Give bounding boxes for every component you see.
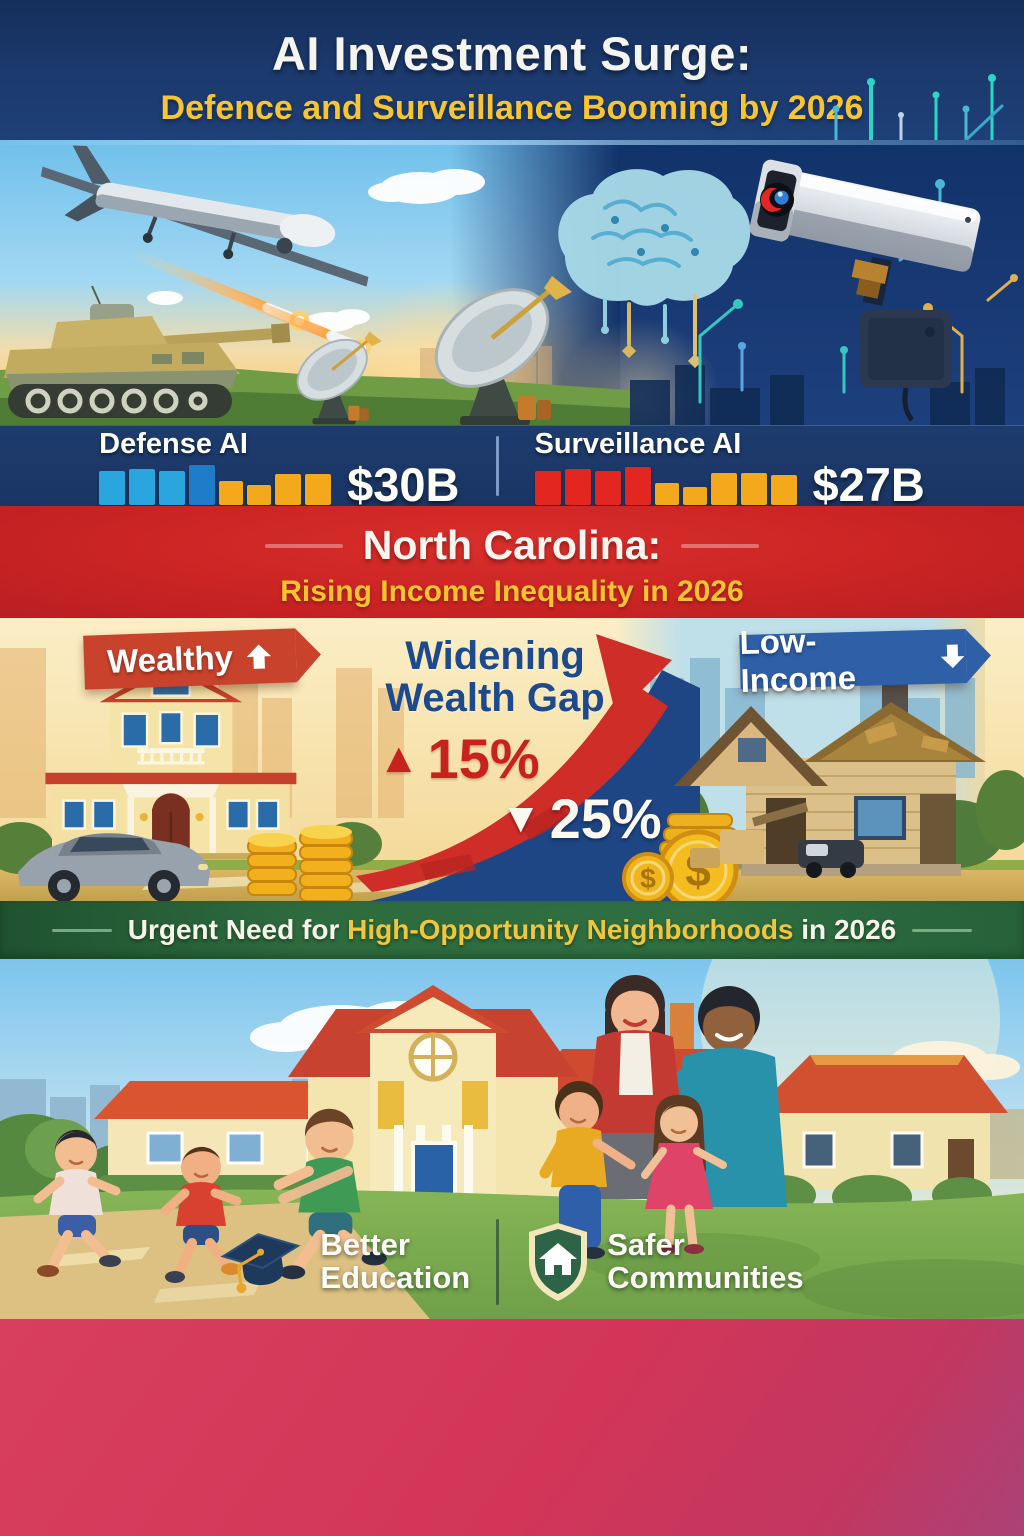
circuit-lines-icon: [832, 74, 1004, 140]
north-carolina-section: North Carolina: Rising Income Inequality…: [0, 506, 1024, 618]
surveillance-ai-label: Surveillance AI: [534, 427, 742, 460]
coins-icon: [247, 825, 353, 901]
family-illustration: [539, 975, 787, 1259]
shield-icon: [529, 1223, 588, 1301]
down-triangle-icon: ▼: [500, 794, 542, 841]
wealth-gap-title: Widening Wealth Gap: [385, 634, 605, 720]
wealthy-sign: Wealthy: [83, 628, 297, 690]
surveillance-ai-stat: Surveillance AI $27B: [534, 427, 925, 506]
children-illustration: [33, 1108, 387, 1283]
education-line2: Education: [320, 1260, 471, 1295]
banner-rule-left: [51, 928, 112, 932]
wealth-gap-section: $ $ Wealthy Low-Income: [0, 618, 1024, 901]
boxes: [690, 830, 764, 868]
graduation-cap-icon: [220, 1233, 301, 1294]
education-badge-text: Better Education: [320, 1229, 470, 1294]
defense-ai-value: $30B: [347, 457, 460, 506]
communities-badge: Safer Communities: [525, 1221, 804, 1303]
tank-icon: [4, 285, 291, 418]
title-rule-left: [264, 543, 343, 548]
education-line1: Better: [320, 1227, 410, 1263]
low-income-sign: Low-Income: [739, 622, 967, 699]
up-arrow-icon: [246, 644, 272, 669]
shack-illustration: [674, 684, 986, 876]
education-badge: Better Education: [220, 1229, 470, 1295]
drone-icon: [40, 145, 369, 287]
defense-ai-label: Defense AI: [99, 427, 248, 460]
surveillance-ai-bar: [534, 463, 797, 505]
stats-divider: [495, 436, 499, 496]
wealthy-change-value: 15%: [427, 727, 540, 790]
down-arrow-icon: [940, 644, 965, 669]
banner-highlight: High-Opportunity Neighborhoods: [347, 914, 794, 945]
communities-line2: Communities: [607, 1260, 804, 1295]
communities-badge-text: Safer Communities: [607, 1229, 803, 1294]
defense-hero-section: [0, 140, 1024, 425]
arrow-head: [596, 634, 672, 716]
wealthy-label: Wealthy: [106, 638, 234, 680]
community-illustration: [0, 959, 1024, 1319]
defense-ai-bar: [99, 463, 332, 505]
wealthy-change-stat: ▲ 15%: [378, 726, 540, 791]
rising-arrow: [356, 680, 668, 892]
communities-line1: Safer: [607, 1227, 685, 1263]
car-illustration: [18, 833, 210, 901]
community-section: Better Education Safer Communi: [0, 959, 1024, 1319]
banner-text: Urgent Need for High-Opportunity Neighbo…: [128, 914, 896, 946]
up-triangle-icon: ▲: [378, 734, 420, 781]
defense-surveillance-illustration: [0, 140, 1024, 425]
badges-divider: [496, 1219, 500, 1305]
house-illustration: [748, 1055, 1008, 1219]
page-subtitle: Defence and Surveillance Booming by 2026: [160, 89, 864, 127]
defense-ai-stat: Defense AI $30B: [99, 427, 460, 506]
benefit-badges: Better Education Safer Communi: [0, 1219, 1024, 1305]
nc-title: North Carolina:: [362, 522, 662, 568]
house-icon: [539, 1243, 578, 1275]
old-car-illustration: [798, 840, 864, 878]
mansion-illustration: [45, 661, 297, 860]
page-title: AI Investment Surge:: [271, 27, 753, 80]
title-rule-right: [681, 543, 760, 548]
wealth-gap-wedge: [370, 670, 700, 901]
banner-suffix: in 2026: [793, 914, 897, 945]
investment-stats-bar: Defense AI $30B Surveillance AI $27B: [0, 425, 1024, 506]
surveillance-ai-value: $27B: [812, 457, 925, 506]
low-income-change-stat: ▼ 25%: [500, 786, 662, 851]
header-section: AI Investment Surge: Defence and Surveil…: [0, 0, 1024, 140]
low-income-change-value: 25%: [549, 787, 662, 850]
opportunity-banner: Urgent Need for High-Opportunity Neighbo…: [0, 901, 1024, 959]
nc-subtitle: Rising Income Inequality in 2026: [280, 575, 744, 608]
low-income-label: Low-Income: [739, 621, 857, 699]
ai-brain-icon: [558, 169, 751, 369]
dollar-icon: $: [640, 863, 656, 894]
banner-rule-right: [912, 928, 973, 932]
footer-band: [0, 1319, 1024, 1536]
cctv-camera-icon: [749, 159, 981, 422]
banner-prefix: Urgent Need for: [127, 914, 348, 945]
